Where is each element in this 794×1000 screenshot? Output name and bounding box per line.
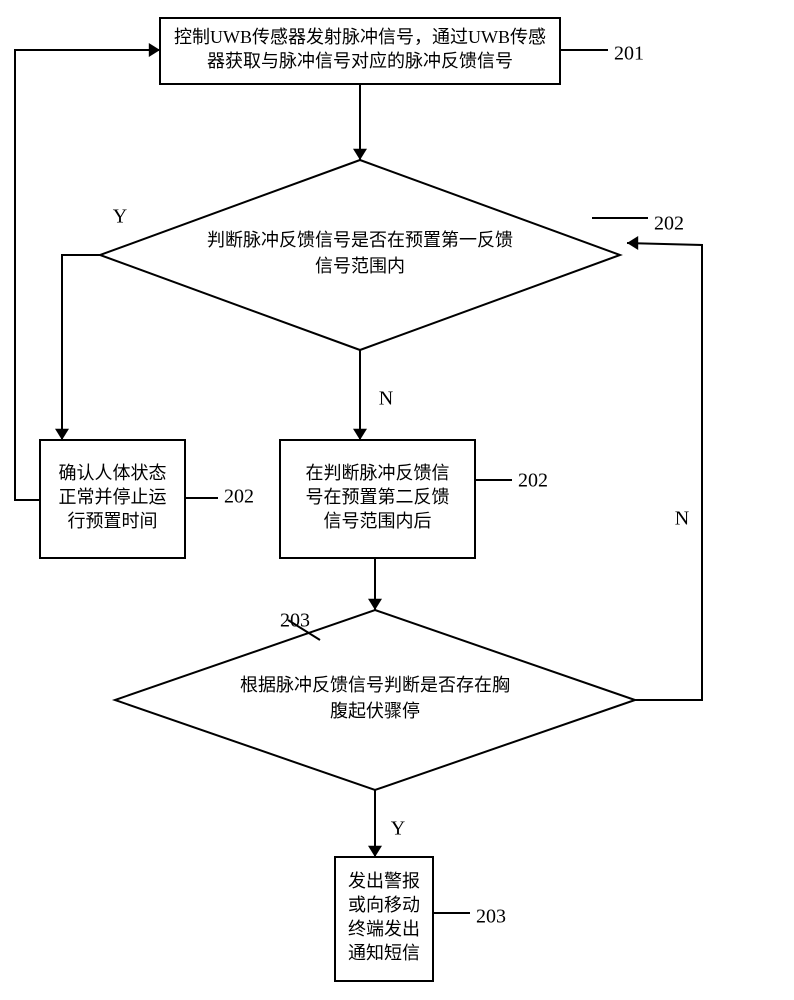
svg-text:信号范围内: 信号范围内 bbox=[315, 256, 405, 276]
svg-text:控制UWB传感器发射脉冲信号，通过UWB传感: 控制UWB传感器发射脉冲信号，通过UWB传感 bbox=[174, 27, 546, 47]
svg-text:终端发出: 终端发出 bbox=[348, 919, 420, 939]
node-label: 201 bbox=[614, 43, 644, 65]
branch-label: N bbox=[379, 388, 393, 410]
decision-diamond bbox=[115, 610, 635, 790]
svg-text:号在预置第二反馈: 号在预置第二反馈 bbox=[306, 487, 450, 507]
node-label: 203 bbox=[476, 906, 506, 928]
node-label: 202 bbox=[224, 486, 254, 508]
svg-text:行预置时间: 行预置时间 bbox=[68, 511, 158, 531]
svg-text:腹起伏骤停: 腹起伏骤停 bbox=[330, 701, 420, 721]
node-label: 202 bbox=[654, 213, 684, 235]
svg-text:在判断脉冲反馈信: 在判断脉冲反馈信 bbox=[306, 463, 450, 483]
branch-label: Y bbox=[113, 206, 127, 228]
svg-text:发出警报: 发出警报 bbox=[348, 871, 420, 891]
node-label: 202 bbox=[518, 470, 548, 492]
svg-text:判断脉冲反馈信号是否在预置第一反馈: 判断脉冲反馈信号是否在预置第一反馈 bbox=[207, 230, 513, 250]
node-label: 203 bbox=[280, 610, 310, 632]
svg-text:信号范围内后: 信号范围内后 bbox=[324, 511, 432, 531]
svg-text:或向移动: 或向移动 bbox=[348, 895, 420, 915]
branch-label: N bbox=[675, 508, 689, 530]
decision-diamond bbox=[100, 160, 620, 350]
svg-text:根据脉冲反馈信号判断是否存在胸: 根据脉冲反馈信号判断是否存在胸 bbox=[240, 675, 510, 695]
svg-text:通知短信: 通知短信 bbox=[348, 943, 420, 963]
svg-text:确认人体状态: 确认人体状态 bbox=[59, 463, 167, 483]
branch-label: Y bbox=[391, 818, 405, 840]
svg-text:正常并停止运: 正常并停止运 bbox=[59, 487, 167, 507]
svg-text:器获取与脉冲信号对应的脉冲反馈信号: 器获取与脉冲信号对应的脉冲反馈信号 bbox=[207, 51, 513, 71]
